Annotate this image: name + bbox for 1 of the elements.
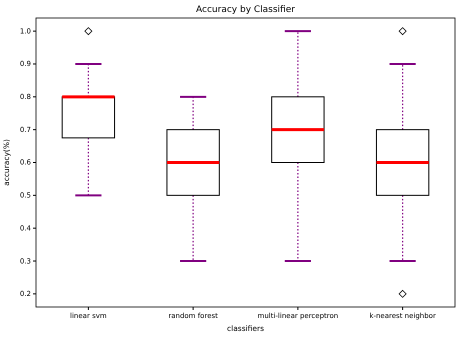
chart-title: Accuracy by Classifier bbox=[196, 5, 296, 15]
